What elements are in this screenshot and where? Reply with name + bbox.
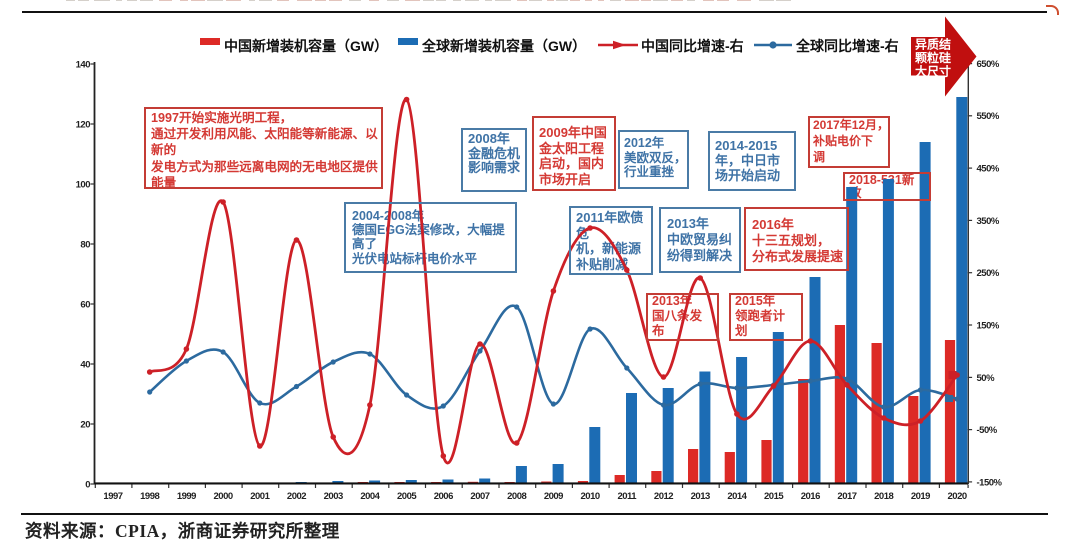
- svg-text:2002: 2002: [287, 491, 306, 502]
- svg-text:2017: 2017: [837, 491, 856, 502]
- svg-text:2003: 2003: [324, 491, 343, 502]
- svg-text:-150%: -150%: [977, 477, 1003, 488]
- svg-text:2016: 2016: [801, 491, 820, 502]
- svg-text:2013: 2013: [691, 491, 710, 502]
- svg-text:2015: 2015: [764, 491, 784, 502]
- svg-text:2000: 2000: [214, 491, 233, 502]
- svg-text:2005: 2005: [397, 491, 417, 502]
- svg-text:250%: 250%: [977, 268, 1000, 279]
- svg-text:20: 20: [80, 419, 90, 430]
- svg-text:550%: 550%: [977, 111, 1000, 122]
- svg-text:50%: 50%: [977, 373, 996, 384]
- svg-text:1997: 1997: [103, 491, 122, 502]
- svg-text:2004: 2004: [360, 491, 380, 502]
- svg-text:异质结: 异质结: [915, 37, 951, 52]
- svg-text:颗粒硅: 颗粒硅: [915, 50, 951, 65]
- svg-text:-50%: -50%: [977, 425, 998, 436]
- svg-text:2006: 2006: [434, 491, 453, 502]
- svg-text:2011: 2011: [617, 491, 637, 502]
- svg-text:2009: 2009: [544, 491, 563, 502]
- svg-text:大尺寸: 大尺寸: [915, 63, 951, 78]
- svg-text:2020: 2020: [948, 491, 967, 502]
- svg-text:0: 0: [85, 479, 90, 490]
- svg-text:650%: 650%: [977, 59, 1000, 70]
- svg-text:80: 80: [80, 239, 90, 250]
- svg-text:1998: 1998: [140, 491, 159, 502]
- svg-text:2018: 2018: [874, 491, 893, 502]
- svg-text:150%: 150%: [977, 320, 1000, 331]
- svg-text:60: 60: [80, 299, 90, 310]
- svg-text:1999: 1999: [177, 491, 196, 502]
- svg-text:2014: 2014: [727, 491, 747, 502]
- svg-text:350%: 350%: [977, 216, 1000, 227]
- svg-text:2001: 2001: [250, 491, 270, 502]
- svg-text:2008: 2008: [507, 491, 526, 502]
- svg-text:100: 100: [76, 179, 91, 190]
- svg-text:2019: 2019: [911, 491, 930, 502]
- svg-text:2012: 2012: [654, 491, 673, 502]
- svg-text:120: 120: [76, 119, 91, 130]
- svg-text:140: 140: [76, 59, 91, 70]
- svg-text:450%: 450%: [977, 164, 1000, 175]
- svg-text:40: 40: [80, 359, 90, 370]
- svg-text:2010: 2010: [581, 491, 600, 502]
- svg-text:2007: 2007: [470, 491, 489, 502]
